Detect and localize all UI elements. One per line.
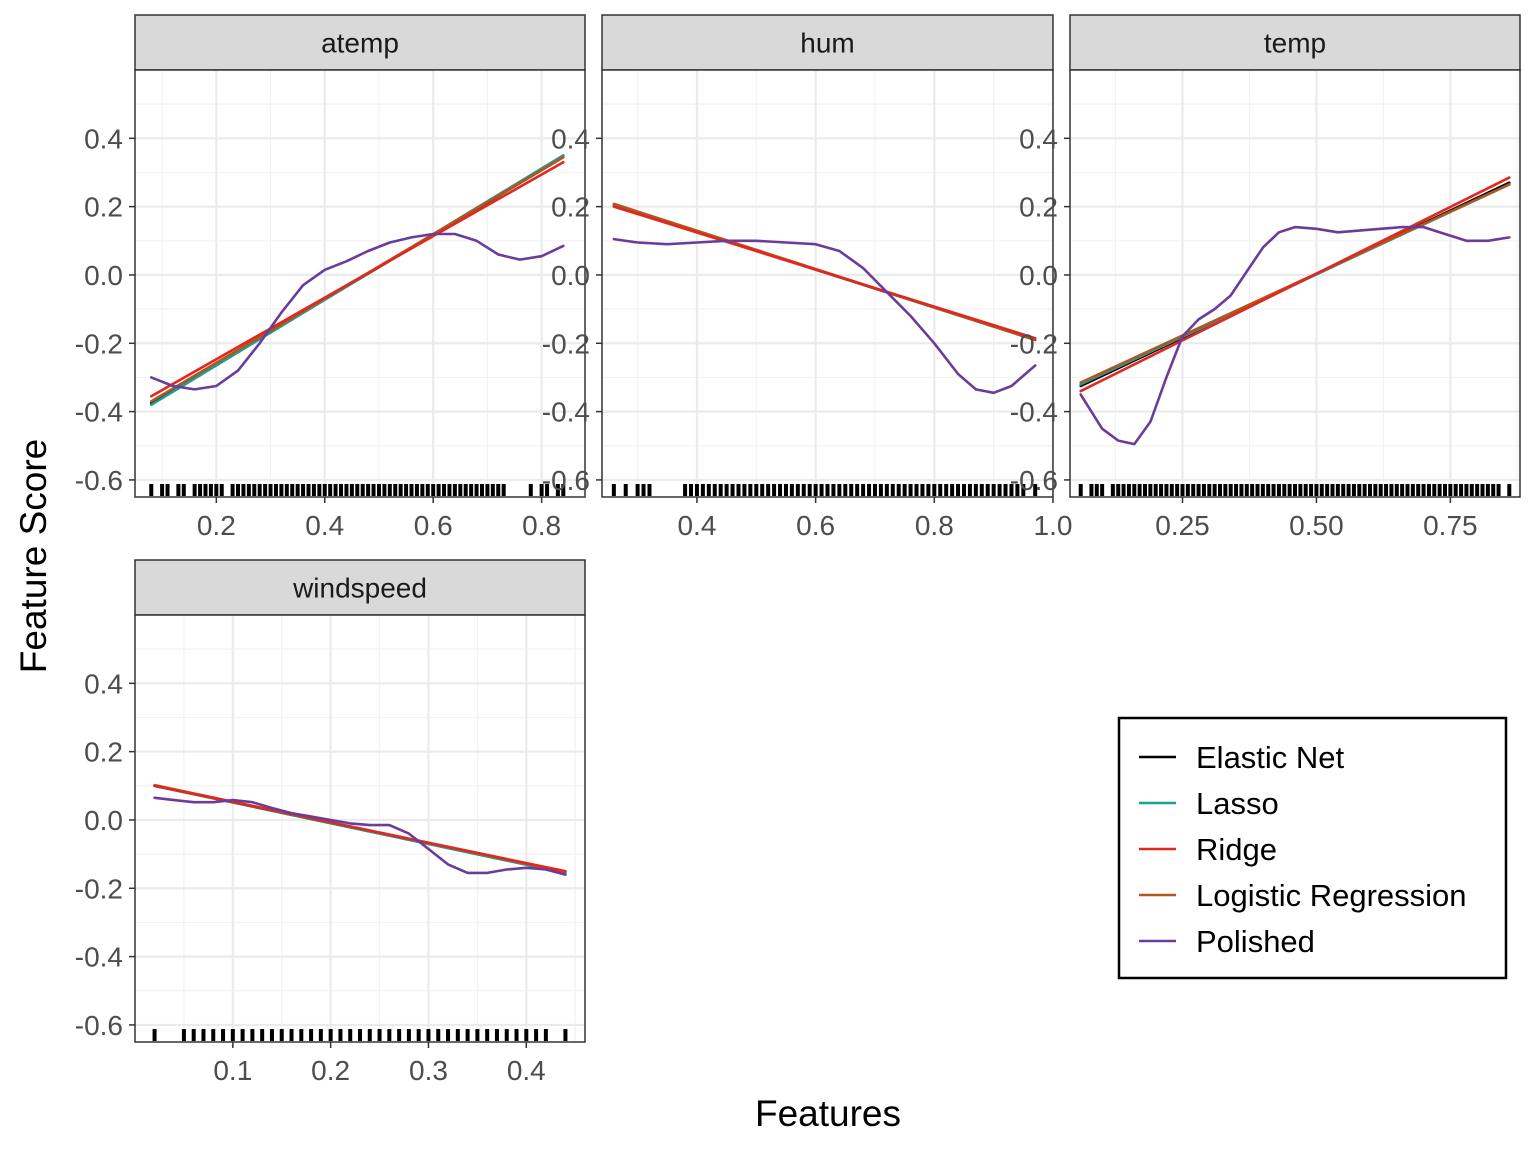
x-tick-label: 0.8 xyxy=(915,510,954,541)
x-tick-label: 0.4 xyxy=(305,510,344,541)
legend-box xyxy=(1117,716,1508,980)
series-temp xyxy=(1079,176,1511,446)
x-tick-label: 0.3 xyxy=(409,1055,448,1086)
y-tick-label: -0.2 xyxy=(542,328,590,359)
legend-item-polished: Polished xyxy=(1139,924,1315,959)
strip-atemp xyxy=(134,14,586,71)
legend-item-elastic-net: Elastic Net xyxy=(1139,740,1345,775)
legend-label-ridge: Ridge xyxy=(1196,832,1277,867)
legend-item-lasso: Lasso xyxy=(1139,786,1279,821)
line-ridge-hum xyxy=(612,205,1037,340)
y-tick-label: -0.6 xyxy=(542,465,590,496)
x-tick-label: 1.0 xyxy=(1034,510,1073,541)
y-tick-label: 0.2 xyxy=(1019,192,1058,223)
x-tick-label: 0.8 xyxy=(522,510,561,541)
series-atemp xyxy=(150,154,565,407)
y-tick-label: -0.2 xyxy=(75,328,123,359)
y-tick-label: 0.4 xyxy=(551,123,590,154)
strip-label-windspeed: windspeed xyxy=(292,573,427,604)
line-ridge-temp xyxy=(1079,176,1511,393)
panel-border-windspeed xyxy=(134,614,586,1043)
y-tick-label: -0.4 xyxy=(75,397,123,428)
facet-panels: atemp-0.6-0.4-0.20.00.20.40.2 0.4 0.6 0.8hu… xyxy=(75,14,1521,1086)
y-tick-label: 0.0 xyxy=(551,260,590,291)
panel-border-atemp xyxy=(134,69,586,498)
y-tick-label: -0.2 xyxy=(1010,328,1058,359)
y-tick-label: -0.6 xyxy=(75,1010,123,1041)
grid-hum xyxy=(602,70,1053,497)
y-tick-label: -0.4 xyxy=(75,942,123,973)
panel-hum: hum -0.6 -0.4 -0.2 0.0 0.2 0.4 0.4 0.6 0.8 1.0 xyxy=(542,14,1073,541)
grid-windspeed xyxy=(135,615,585,1042)
series-windspeed xyxy=(153,783,567,876)
y-tick-label: 0.2 xyxy=(84,737,123,768)
grid-temp xyxy=(1070,70,1520,497)
y-axis-title: Feature Score xyxy=(13,439,54,673)
panel-atemp: atemp -0.6 -0.4 -0.2 0.0 0.2 0.4 0.2 0.4 0.6 0.8 xyxy=(75,14,586,541)
legend-label-lasso: Lasso xyxy=(1196,786,1279,821)
y-tick-label: 0.4 xyxy=(84,668,123,699)
y-tick-label: 0.2 xyxy=(551,192,590,223)
y-tick-label: -0.4 xyxy=(1010,397,1058,428)
panel-temp: temp -0.6 -0.4 -0.2 0.0 0.2 0.4 0.25 0.50 0.75 xyxy=(1010,14,1521,541)
line-polished-hum xyxy=(612,237,1037,395)
legend-label-elastic-net: Elastic Net xyxy=(1196,740,1345,775)
x-tick-label: 0.75 xyxy=(1423,510,1478,541)
x-axis-title: Features xyxy=(755,1093,901,1134)
x-tick-label: 0.50 xyxy=(1289,510,1344,541)
strip-label-hum: hum xyxy=(800,28,854,59)
legend: Elastic Net Lasso Ridge Logistic Regression… xyxy=(1117,716,1508,980)
x-tick-label: 0.25 xyxy=(1155,510,1210,541)
y-tick-label: 0.2 xyxy=(84,192,123,223)
y-tick-label: 0.4 xyxy=(1019,123,1058,154)
panel-windspeed: windspeed -0.6 -0.4 -0.2 0.0 0.2 0.4 0.1 0.2 0.3 0… xyxy=(75,559,586,1086)
strip-label-temp: temp xyxy=(1264,28,1326,59)
strip-label-atemp: atemp xyxy=(321,28,399,59)
y-tick-label: 0.0 xyxy=(84,260,123,291)
panel-border-hum xyxy=(601,69,1054,498)
x-tick-label: 0.4 xyxy=(507,1055,546,1086)
legend-items: Elastic Net Lasso Ridge Logistic Regression… xyxy=(1139,740,1467,959)
legend-label-polished: Polished xyxy=(1196,924,1315,959)
legend-item-logistic-regression: Logistic Regression xyxy=(1139,878,1467,913)
strip-windspeed xyxy=(134,559,586,616)
panel-border-temp xyxy=(1069,69,1521,498)
plot-area-atemp xyxy=(135,70,585,497)
x-tick-label: 0.2 xyxy=(197,510,236,541)
y-tick-label: 0.0 xyxy=(1019,260,1058,291)
y-tick-label: 0.4 xyxy=(84,123,123,154)
y-tick-label: 0.0 xyxy=(84,805,123,836)
y-tick-label: -0.2 xyxy=(75,873,123,904)
plot-area-hum xyxy=(602,70,1053,497)
rug-windspeed xyxy=(152,1029,568,1041)
line-polished-atemp xyxy=(150,232,565,391)
x-tick-label: 0.2 xyxy=(311,1055,350,1086)
rug-temp xyxy=(1078,484,1512,496)
grid-atemp xyxy=(135,70,585,497)
line-polished-windspeed xyxy=(153,796,567,876)
y-tick-label: -0.6 xyxy=(75,465,123,496)
legend-item-ridge: Ridge xyxy=(1139,832,1277,867)
y-tick-label: -0.6 xyxy=(1010,465,1058,496)
x-tick-label: 0.4 xyxy=(677,510,716,541)
line-polished-temp xyxy=(1079,225,1511,446)
rug-atemp xyxy=(149,484,566,496)
x-tick-label: 0.6 xyxy=(414,510,453,541)
rug-hum xyxy=(611,484,1038,496)
legend-label-logistic-regression: Logistic Regression xyxy=(1196,878,1467,913)
line-ridge-atemp xyxy=(150,160,565,398)
y-tick-label: -0.4 xyxy=(542,397,590,428)
x-tick-label: 0.1 xyxy=(213,1055,252,1086)
x-tick-label: 0.6 xyxy=(796,510,835,541)
series-hum xyxy=(612,202,1037,395)
